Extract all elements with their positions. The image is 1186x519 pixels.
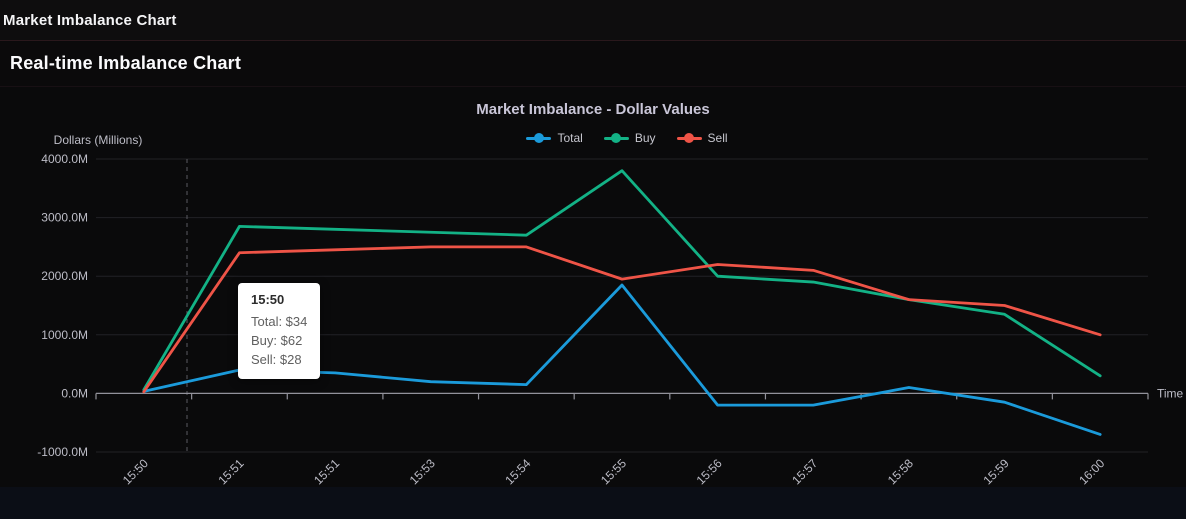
chart-legend: Total Buy Sell — [34, 129, 1186, 147]
window-title: Market Imbalance Chart — [3, 12, 177, 29]
x-axis-label: 15:51 — [311, 456, 342, 487]
legend-label: Sell — [707, 131, 728, 145]
y-axis-name: Dollars (Millions) — [54, 133, 143, 147]
x-axis-label: 15:54 — [502, 456, 533, 487]
x-axis-label: 15:59 — [981, 456, 1012, 487]
page-title: Real-time Imbalance Chart — [10, 53, 242, 73]
legend-item-sell[interactable]: Sell — [676, 131, 728, 145]
x-axis-label: 15:57 — [789, 456, 820, 487]
tooltip-row: Buy: $62 — [251, 333, 303, 348]
series-line-sell[interactable] — [142, 245, 1102, 394]
x-axis-label: 15:55 — [598, 456, 629, 487]
chart-title: Market Imbalance - Dollar Values — [476, 101, 710, 118]
legend-marker-icon — [526, 133, 552, 143]
y-axis-label: 4000.0M — [41, 152, 88, 166]
y-axis-label: 2000.0M — [41, 269, 88, 283]
series-line-buy[interactable] — [142, 169, 1102, 392]
legend-item-buy[interactable]: Buy — [603, 131, 656, 145]
x-axis-label: 15:58 — [885, 456, 916, 487]
x-axis-label: 15:53 — [407, 456, 438, 487]
legend-dot-icon — [533, 133, 544, 143]
x-axis-label: 15:50 — [120, 456, 151, 487]
legend-marker-icon — [603, 133, 629, 143]
legend-marker-icon — [676, 133, 702, 143]
chart-tooltip: 15:50 Total: $34 Buy: $62 Sell: $28 — [238, 283, 321, 379]
bottom-strip — [0, 487, 1186, 519]
legend-item-total[interactable]: Total — [526, 131, 583, 145]
page-header: Real-time Imbalance Chart — [0, 42, 1186, 87]
legend-label: Buy — [634, 131, 656, 145]
y-axis-label: -1000.0M — [37, 445, 88, 459]
x-axis-name: Time — [1157, 386, 1184, 400]
tooltip-row: Sell: $28 — [251, 352, 302, 367]
legend-dot-icon — [611, 133, 622, 143]
tooltip-time: 15:50 — [251, 292, 285, 307]
top-bar: Market Imbalance Chart — [0, 0, 1186, 41]
x-axis-label: 16:00 — [1076, 456, 1107, 487]
legend-label: Total — [557, 131, 583, 145]
y-axis-label: 3000.0M — [41, 211, 88, 225]
tooltip-row: Total: $34 — [251, 314, 308, 329]
y-axis-label: 0.0M — [61, 386, 88, 400]
legend-dot-icon — [684, 133, 695, 143]
x-axis-label: 15:51 — [215, 456, 246, 487]
tooltip-rows: Total: $34 Buy: $62 Sell: $28 — [251, 312, 307, 369]
x-axis-label: 15:56 — [694, 456, 725, 487]
y-axis-label: 1000.0M — [41, 328, 88, 342]
